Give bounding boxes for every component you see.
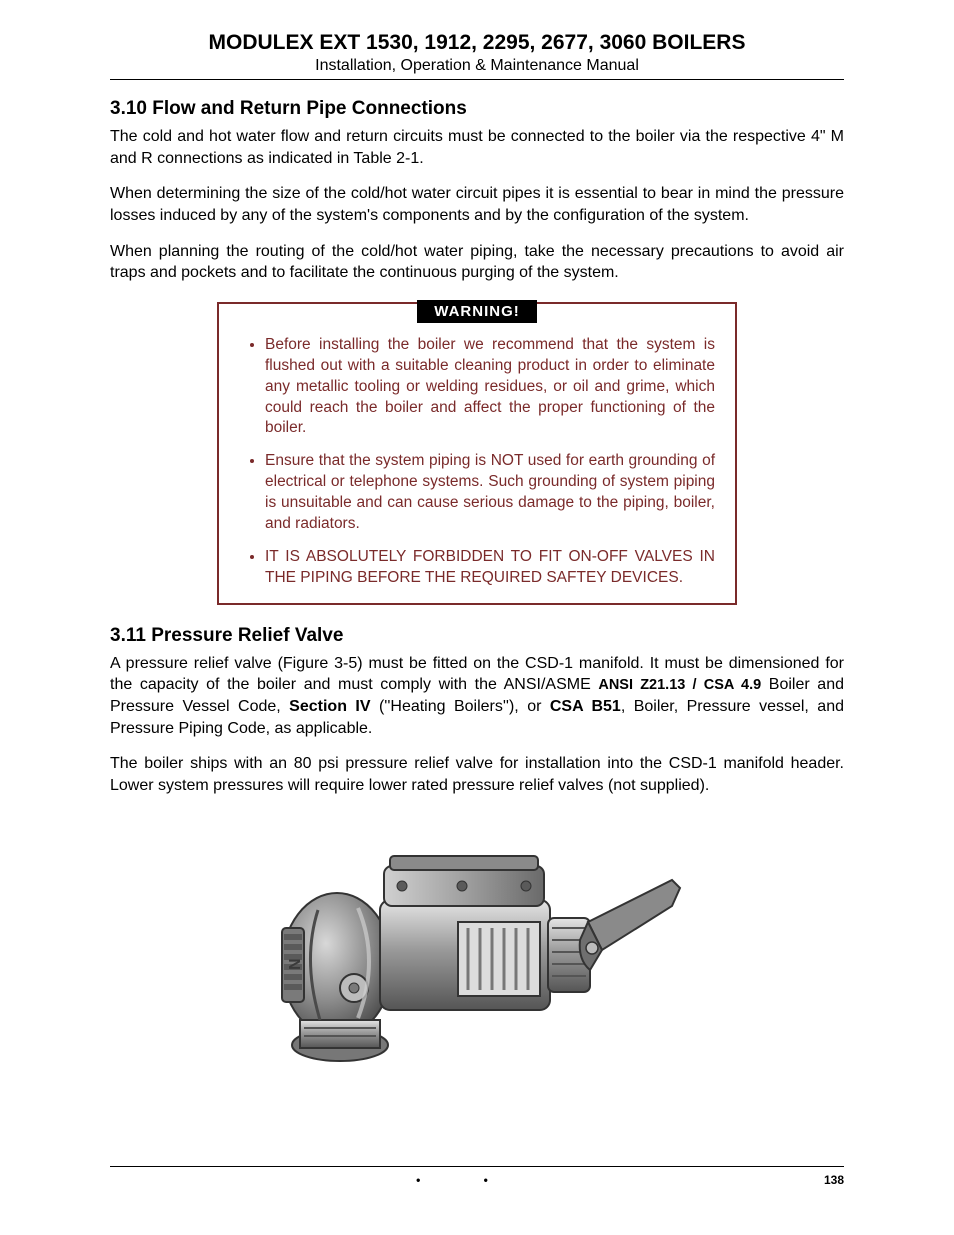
footer-dots: • • (110, 1173, 824, 1187)
footer-row: • • 138 (110, 1173, 844, 1187)
text-run: (''Heating Boilers''), or (371, 698, 550, 715)
section-3-10-para-2: When determining the size of the cold/ho… (110, 183, 844, 226)
warning-callout: WARNING! Before installing the boiler we… (217, 302, 737, 605)
section-3-11-para-2: The boiler ships with an 80 psi pressure… (110, 753, 844, 796)
manual-page: MODULEX EXT 1530, 1912, 2295, 2677, 3060… (0, 0, 954, 1235)
warning-item-2: Ensure that the system piping is NOT use… (265, 451, 715, 535)
code-ref-section-iv: Section IV (289, 698, 370, 715)
document-subtitle: Installation, Operation & Maintenance Ma… (110, 57, 844, 75)
warning-item-3: IT IS ABSOLUTELY FORBIDDEN TO FIT ON-OFF… (265, 547, 715, 589)
figure-3-5: N (110, 810, 844, 1075)
code-ref-csa-b51: CSA B51 (550, 698, 621, 715)
section-3-10-para-1: The cold and hot water flow and return c… (110, 126, 844, 169)
page-footer: • • 138 (110, 1166, 844, 1187)
warning-label: WARNING! (417, 300, 537, 323)
document-title: MODULEX EXT 1530, 1912, 2295, 2677, 3060… (110, 30, 844, 55)
warning-list: Before installing the boiler we recommen… (239, 335, 715, 589)
svg-text:N: N (287, 959, 304, 971)
section-3-11-para-1: A pressure relief valve (Figure 3-5) mus… (110, 653, 844, 739)
code-ref-ansi: ANSI Z21.13 / CSA 4.9 (598, 677, 761, 693)
section-3-10-para-3: When planning the routing of the cold/ho… (110, 241, 844, 284)
warning-item-1: Before installing the boiler we recommen… (265, 335, 715, 440)
page-header: MODULEX EXT 1530, 1912, 2295, 2677, 3060… (110, 30, 844, 80)
valve-icon: N (262, 810, 692, 1070)
section-3-10-heading: 3.10 Flow and Return Pipe Connections (110, 98, 844, 120)
page-number: 138 (824, 1173, 844, 1187)
section-3-11-heading: 3.11 Pressure Relief Valve (110, 625, 844, 647)
